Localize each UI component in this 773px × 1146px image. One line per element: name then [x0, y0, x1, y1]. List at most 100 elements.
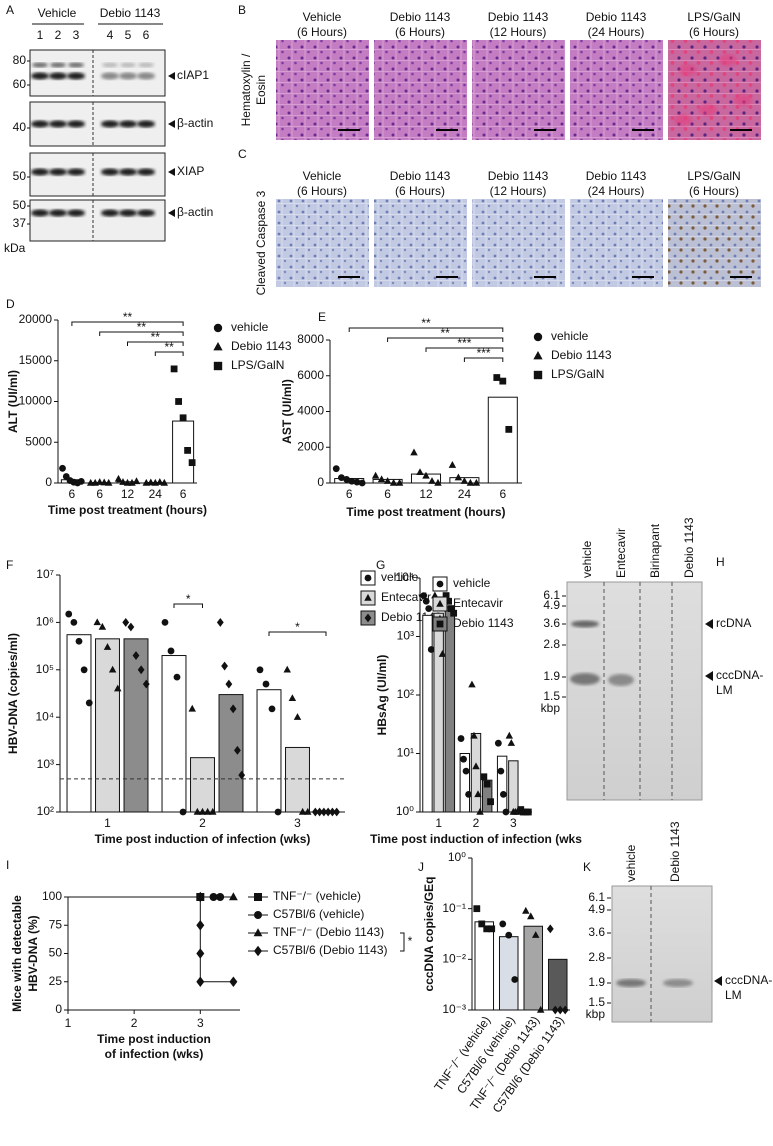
data-point: [103, 643, 112, 650]
x-tick-label: 3: [294, 816, 301, 830]
data-point: [167, 647, 175, 655]
column-title: Debio 1143: [586, 10, 647, 24]
y-tick-label: 10000: [19, 394, 53, 408]
x-tick-label: 24: [458, 487, 472, 501]
x-axis-title: of infection (wks): [105, 1047, 204, 1061]
data-point: [298, 807, 307, 815]
panel-label: B: [238, 3, 246, 17]
column-title: Debio 1143: [390, 169, 451, 183]
significance-bracket: [425, 347, 504, 352]
y-tick-label: 6000: [297, 368, 324, 382]
legend-label: Entecavir: [381, 590, 431, 604]
blot-band: [119, 209, 137, 217]
column-title: (24 Hours): [588, 25, 645, 39]
data-point: [473, 905, 481, 913]
data-point: [480, 773, 488, 781]
data-point: [505, 425, 513, 433]
data-point: [65, 610, 73, 618]
blot-band: [101, 209, 119, 217]
column-title: (24 Hours): [588, 184, 645, 198]
gel: [611, 885, 713, 1023]
data-point: [425, 605, 433, 612]
column-title: (6 Hours): [689, 25, 739, 39]
significance-label: **: [123, 310, 133, 324]
blot-band: [137, 72, 155, 80]
kda-marker: 37: [13, 216, 27, 230]
bar: [498, 936, 519, 1011]
data-point: [389, 478, 398, 486]
band-arrow: [168, 209, 175, 217]
blot-band: [31, 168, 49, 176]
data-point: [147, 478, 155, 486]
bar: [547, 958, 568, 1011]
data-point: [114, 684, 122, 692]
y-tick-label: 10⁶: [36, 615, 54, 629]
x-tick-label: 6: [499, 487, 506, 501]
data-point: [283, 665, 291, 673]
y-axis-title: HBV-DNA (%): [26, 915, 40, 991]
blot-band: [101, 168, 119, 176]
data-point: [338, 474, 345, 482]
data-point: [137, 665, 145, 675]
data-point: [234, 745, 241, 755]
data-point: [160, 478, 169, 486]
data-point: [75, 637, 83, 645]
significance-bracket: [99, 331, 184, 336]
band-label: LM: [725, 988, 742, 1002]
data-point: [343, 476, 351, 483]
y-tick-label: 10²: [397, 687, 414, 701]
column-title: (6 Hours): [395, 25, 445, 39]
bar: [508, 760, 519, 813]
size-marker: 1.9: [543, 669, 560, 683]
hemorrhage: [679, 64, 697, 76]
data-point: [104, 478, 113, 486]
data-point: [531, 931, 540, 938]
data-point: [468, 680, 476, 688]
data-point: [474, 790, 482, 798]
band-arrow: [714, 976, 722, 986]
size-marker: 4.9: [543, 598, 560, 612]
unit-label: kbp: [541, 701, 561, 715]
y-tick-label: 10⁰: [396, 804, 414, 818]
gel-band: [570, 673, 600, 685]
data-point: [268, 705, 276, 713]
blot-band: [49, 209, 67, 217]
data-point: [442, 592, 450, 600]
size-marker: 6.1: [543, 588, 560, 602]
band-label: cccDNA-: [725, 973, 772, 987]
y-tick-label: 8000: [297, 332, 324, 346]
size-marker: 6.1: [588, 890, 605, 904]
legend-marker: [533, 332, 543, 342]
y-axis-title: HBsAg (UI/ml): [375, 655, 389, 736]
bar: [470, 732, 482, 813]
data-point: [460, 755, 467, 763]
micrograph: [276, 199, 369, 287]
blot-band: [31, 209, 49, 217]
blot-band: [67, 168, 85, 176]
column-title: Debio 1143: [390, 10, 451, 24]
data-point: [196, 976, 205, 987]
legend-label: vehicle: [231, 320, 269, 334]
data-point: [196, 920, 205, 931]
data-point: [462, 767, 470, 775]
panel-label: J: [418, 860, 424, 874]
column-title: Debio 1143: [488, 169, 549, 183]
significance-bracket: [387, 337, 504, 342]
data-point: [522, 906, 530, 914]
blot-band: [50, 62, 66, 68]
y-axis-title: ALT (UI/ml): [6, 370, 20, 433]
legend-label: TNF⁻/⁻ (Debio 1143): [273, 925, 384, 939]
x-tick-label: 6: [96, 487, 103, 501]
y-tick-label: 10³: [37, 757, 54, 771]
significance-label: ***: [457, 336, 471, 350]
kda-marker: 50: [13, 169, 27, 183]
data-point: [216, 617, 224, 627]
lane-label: 4: [107, 28, 114, 42]
blot-band: [101, 120, 119, 128]
y-axis-title: cccDNA copies/GEq: [422, 877, 436, 992]
column-title: LPS/GalN: [687, 10, 740, 24]
lane-label: Debio 1143: [668, 821, 682, 882]
y-tick-label: 4000: [297, 404, 324, 418]
y-tick-label: 10⁷: [36, 567, 54, 581]
bar: [474, 921, 495, 1011]
